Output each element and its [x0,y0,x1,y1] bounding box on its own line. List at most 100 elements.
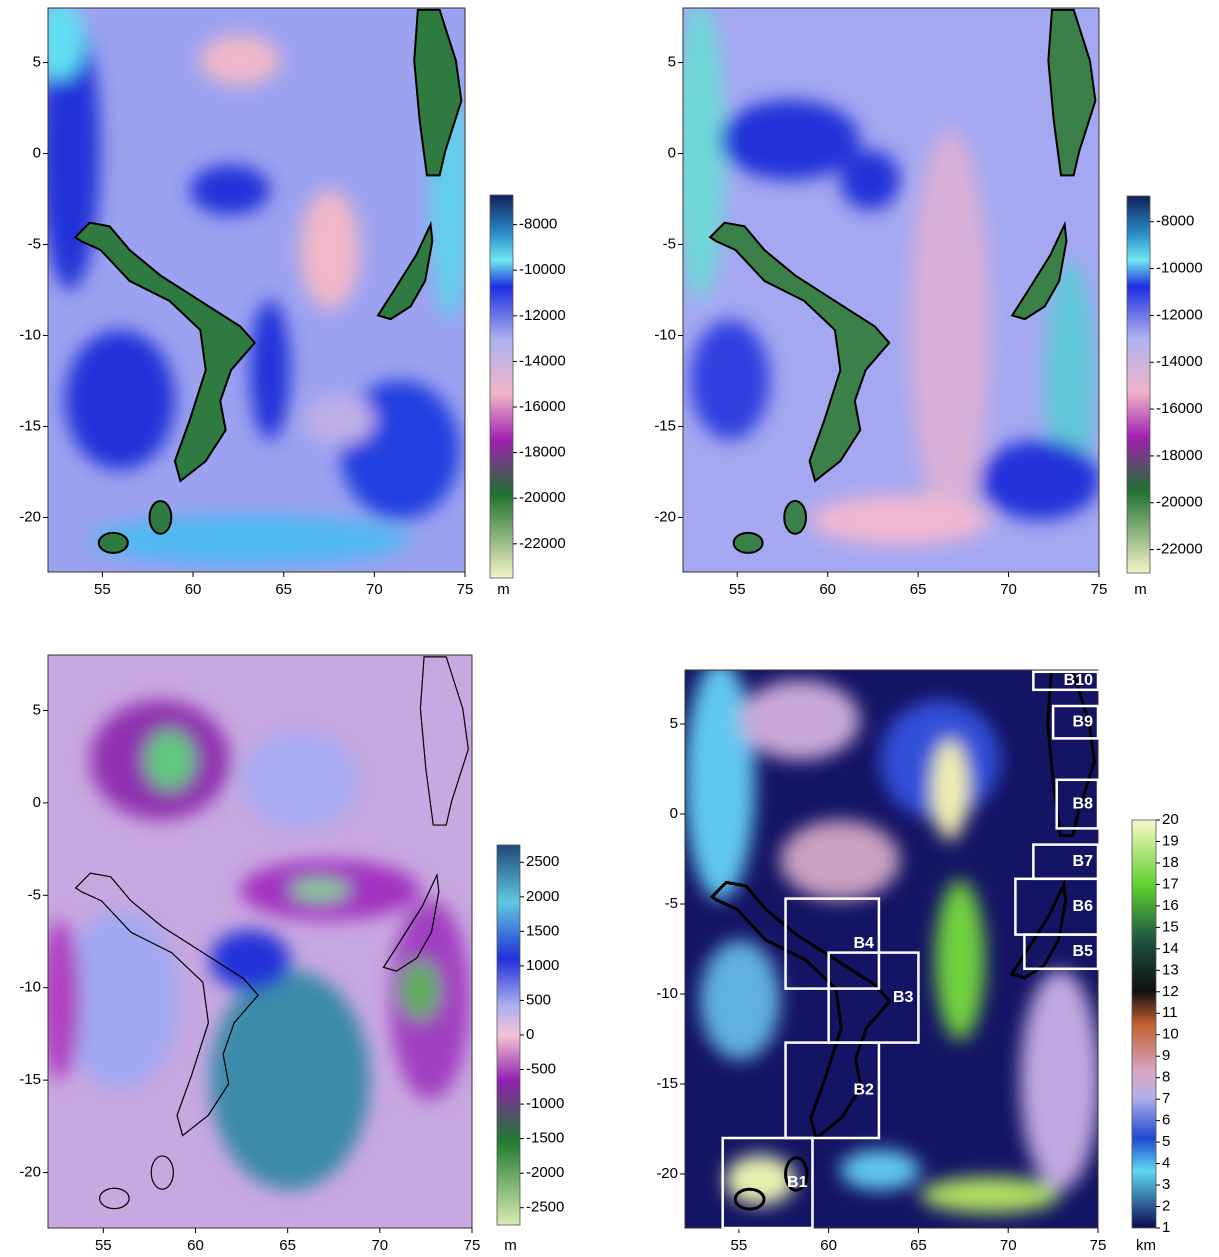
x-tick-label: 55 [94,581,111,598]
colorbar-tick-label: 17 [1162,875,1179,892]
y-tick-label: -10 [19,979,41,996]
colorbar [1132,820,1156,1228]
colorbar [490,195,513,578]
colorbar-tick-label: 500 [526,991,551,1008]
colorbar-tick-label: -2500 [526,1199,564,1216]
x-tick-label: 75 [457,581,474,598]
x-tick-label: 65 [275,581,292,598]
colorbar-tick-label: -8000 [519,216,557,233]
box-label: B8 [1073,795,1094,812]
colorbar-tick-label: -12000 [519,307,566,324]
colorbar-tick-label: 18 [1162,854,1179,871]
box-label: B5 [1073,943,1094,960]
y-tick-label: -15 [19,417,41,434]
x-tick-label: 70 [1000,581,1017,598]
x-tick-label: 70 [371,1237,388,1254]
colorbar-tick-label: 7 [1162,1090,1170,1107]
box-label: B9 [1073,713,1094,730]
colorbar-tick-label: 5 [1162,1133,1170,1150]
x-tick-label: 55 [731,1237,748,1254]
colorbar-tick-label: 0 [526,1026,534,1043]
colorbar-unit: km [1136,1237,1156,1254]
colorbar-tick-label: 3 [1162,1176,1170,1193]
y-tick-label: -10 [654,326,676,343]
colorbar-tick-label: 14 [1162,940,1179,957]
box-label: B1 [787,1174,808,1191]
colorbar-tick-label: -10000 [519,261,566,278]
x-tick-label: 65 [910,581,927,598]
y-tick-label: -20 [19,508,41,525]
y-tick-label: 0 [33,794,41,811]
y-tick-label: -10 [656,985,678,1002]
colorbar-tick-label: 1 [1162,1219,1170,1236]
y-tick-label: 5 [668,54,676,71]
colorbar [497,845,520,1225]
colorbar-tick-label: 2000 [526,888,559,905]
colorbar-tick-label: 20 [1162,811,1179,828]
colorbar-tick-label: -8000 [1156,213,1194,230]
x-tick-label: 75 [1090,1237,1107,1254]
colorbar-tick-label: -20000 [1156,494,1203,511]
y-tick-label: -5 [28,235,41,252]
x-tick-label: 75 [1091,581,1108,598]
x-tick-label: 60 [819,581,836,598]
y-tick-label: -5 [28,886,41,903]
colorbar-tick-label: 2 [1162,1197,1170,1214]
box-label: B6 [1073,898,1094,915]
colorbar-tick-label: 4 [1162,1155,1170,1172]
colorbar-tick-label: -500 [526,1061,556,1078]
colorbar-tick-label: 10 [1162,1026,1179,1043]
x-tick-label: 60 [820,1237,837,1254]
x-tick-label: 60 [185,581,202,598]
colorbar-tick-label: -12000 [1156,306,1203,323]
colorbar-tick-label: -18000 [519,444,566,461]
colorbar-tick-label: 11 [1162,1004,1178,1021]
x-tick-label: 55 [729,581,746,598]
field [685,660,1100,1228]
colorbar-tick-label: -1500 [526,1130,564,1147]
colorbar-tick-label: 1500 [526,922,559,939]
field [40,655,472,1228]
y-tick-label: 0 [668,145,676,162]
colorbar-unit: m [497,581,510,598]
box-label: B2 [853,1082,874,1099]
colorbar-tick-label: 6 [1162,1112,1170,1129]
colorbar [1127,196,1150,573]
y-tick-label: -5 [663,235,676,252]
colorbar-tick-label: 9 [1162,1047,1170,1064]
y-tick-label: -20 [654,508,676,525]
y-tick-label: -20 [19,1164,41,1181]
colorbar-tick-label: 13 [1162,961,1179,978]
colorbar-tick-label: 19 [1162,832,1179,849]
y-tick-label: 0 [670,805,678,822]
colorbar-unit: m [504,1237,517,1254]
colorbar-tick-label: -18000 [1156,447,1203,464]
y-tick-label: 5 [670,715,678,732]
y-tick-label: -15 [654,417,676,434]
x-tick-label: 75 [464,1237,481,1254]
colorbar-tick-label: -16000 [519,398,566,415]
box-label: B3 [893,989,914,1006]
colorbar-tick-label: 8 [1162,1069,1170,1086]
colorbar-tick-label: 16 [1162,897,1179,914]
colorbar-tick-label: -16000 [1156,400,1203,417]
x-tick-label: 70 [1000,1237,1017,1254]
colorbar-tick-label: -14000 [1156,353,1203,370]
x-tick-label: 65 [279,1237,296,1254]
y-tick-label: -20 [656,1165,678,1182]
colorbar-tick-label: -2000 [526,1164,564,1181]
colorbar-tick-label: 2500 [526,853,559,870]
colorbar-tick-label: -20000 [519,489,566,506]
x-tick-label: 60 [187,1237,204,1254]
box-label: B10 [1064,672,1093,689]
colorbar-tick-label: -1000 [526,1095,564,1112]
y-tick-label: -5 [665,895,678,912]
colorbar-tick-label: 15 [1162,918,1179,935]
colorbar-tick-label: -22000 [519,535,566,552]
colorbar-tick-label: 12 [1162,983,1179,1000]
y-tick-label: -10 [19,326,41,343]
colorbar-tick-label: 1000 [526,957,559,974]
y-tick-label: 5 [33,54,41,71]
colorbar-tick-label: -22000 [1156,541,1203,558]
box-label: B4 [853,935,874,952]
